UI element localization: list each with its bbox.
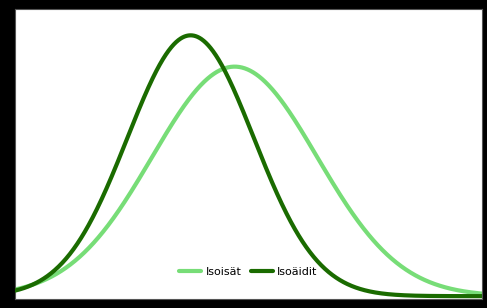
Line: Isoäidit: Isoäidit — [15, 35, 482, 296]
Line: Isoisät: Isoisät — [15, 67, 482, 294]
Isoäidit — [59, 261, 65, 265]
Isoisät — [333, 187, 339, 190]
Isoäidit — [385, 292, 391, 296]
Isoäidit — [12, 289, 18, 293]
Isoisät — [201, 80, 206, 84]
Legend: Isoisät, Isoäidit: Isoisät, Isoäidit — [175, 263, 322, 282]
Isoisät — [218, 68, 224, 72]
Isoisät — [479, 292, 485, 295]
Isoäidit — [377, 291, 383, 295]
Isoäidit — [218, 62, 224, 66]
Isoisät — [377, 245, 383, 249]
Isoisät — [59, 268, 65, 272]
Isoisät — [232, 65, 238, 68]
Isoisät — [12, 288, 18, 291]
Isoäidit — [187, 34, 193, 37]
Isoäidit — [333, 276, 339, 279]
Isoäidit — [201, 39, 207, 43]
Isoäidit — [479, 294, 485, 298]
Isoisät — [385, 253, 391, 257]
